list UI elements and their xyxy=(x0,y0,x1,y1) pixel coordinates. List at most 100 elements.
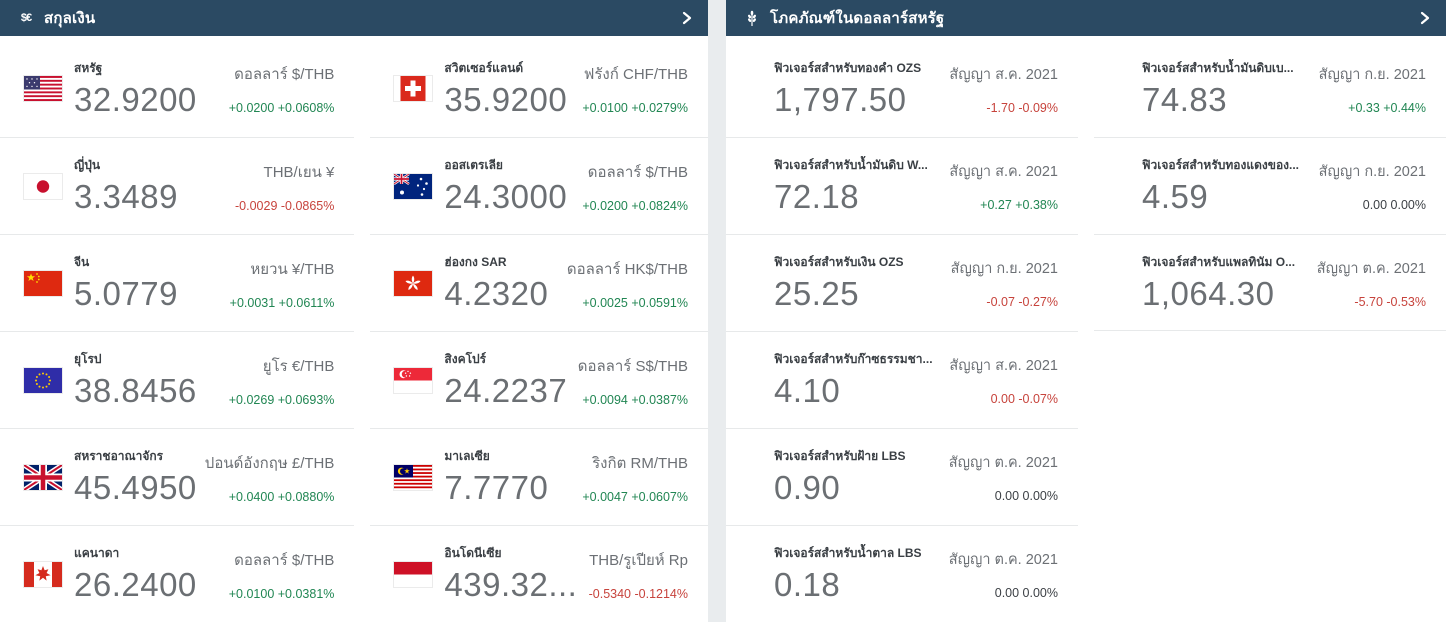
change-value: +0.27 +0.38% xyxy=(980,198,1058,212)
commodity-side: สัญญา ส.ค. 2021 0.00 -0.07% xyxy=(949,354,1058,406)
country-name: ฮ่องกง SAR xyxy=(444,255,507,269)
currency-side: THB/เยน ¥ -0.0029 -0.0865% xyxy=(235,160,334,213)
change-value: +0.0269 +0.0693% xyxy=(228,392,335,407)
commodities-panel: โภคภัณฑ์ในดอลลาร์สหรัฐ ฟิวเจอร์สสำหรับทอ… xyxy=(726,0,1446,622)
currency-main: ญี่ปุ่น 3.3489 xyxy=(74,156,227,216)
contract-label: สัญญา ต.ค. 2021 xyxy=(948,455,1058,471)
currency-main: สวิตเซอร์แลนด์ 35.9200 xyxy=(444,59,574,119)
flag-sg-icon xyxy=(394,367,433,393)
rate-value: 3.3489 xyxy=(74,178,178,215)
rate-value: 38.8456 xyxy=(74,372,197,409)
currencies-panel-title: สกุลเงิน xyxy=(44,10,96,27)
currency-card[interactable]: สหราชอาณาจักร 45.4950 ปอนด์อังกฤษ £/THB … xyxy=(0,428,355,525)
currency-card[interactable]: อินโดนีเซีย 439.32... THB/รูเปียห์ Rp -0… xyxy=(370,525,708,622)
commodity-card[interactable]: ฟิวเจอร์สสำหรับน้ำมันดิบเบ... 74.83 สัญญ… xyxy=(1094,40,1446,137)
currency-main: สิงคโปร์ 24.2237 xyxy=(444,350,569,410)
dollar-euro-icon: $€ xyxy=(20,12,32,24)
currency-card[interactable]: สิงคโปร์ 24.2237 ดอลลาร์ S$/THB +0.0094 … xyxy=(370,331,708,428)
flag-gb-icon xyxy=(24,464,62,490)
country-name: จีน xyxy=(74,255,90,269)
contract-label: สัญญา ส.ค. 2021 xyxy=(949,66,1058,83)
country-name: สหรัฐ xyxy=(74,60,103,75)
change-value: +0.0400 +0.0880% xyxy=(228,489,335,504)
commodity-card[interactable]: ฟิวเจอร์สสำหรับน้ำมันดิบ W... 72.18 สัญญ… xyxy=(726,137,1078,234)
currencies-column-0: สหรัฐ 32.9200 ดอลลาร์ $/THB +0.0200 +0.0… xyxy=(0,40,355,622)
commodities-panel-title: โภคภัณฑ์ในดอลลาร์สหรัฐ xyxy=(770,10,945,27)
commodity-card[interactable]: ฟิวเจอร์สสำหรับเงิน OZS 25.25 สัญญา ก.ย.… xyxy=(726,234,1078,331)
price-value: 1,797.50 xyxy=(774,80,907,118)
currency-pair-label: หยวน ¥/THB xyxy=(250,260,335,278)
currency-side: ดอลลาร์ $/THB +0.0100 +0.0381% xyxy=(229,548,335,601)
change-value: -5.70 -0.53% xyxy=(1354,294,1426,309)
commodity-side: สัญญา ก.ย. 2021 -0.07 -0.27% xyxy=(951,257,1058,309)
currency-card[interactable]: จีน 5.0779 หยวน ¥/THB +0.0031 +0.0611% xyxy=(0,234,355,331)
commodities-panel-header[interactable]: โภคภัณฑ์ในดอลลาร์สหรัฐ xyxy=(726,0,1446,36)
flag-eu-icon xyxy=(24,367,62,393)
commodities-column-1: ฟิวเจอร์สสำหรับน้ำมันดิบเบ... 74.83 สัญญ… xyxy=(1094,40,1446,622)
contract-label: สัญญา ก.ย. 2021 xyxy=(950,261,1058,277)
flag-id-icon xyxy=(394,561,433,587)
commodity-name: ฟิวเจอร์สสำหรับแพลทินัม O... xyxy=(1142,254,1296,269)
currency-main: ยุโรป 38.8456 xyxy=(74,350,221,410)
currencies-panel-header[interactable]: $€ สกุลเงิน xyxy=(0,0,708,36)
change-value: 0.00 -0.07% xyxy=(990,392,1058,406)
currency-card[interactable]: แคนาดา 26.2400 ดอลลาร์ $/THB +0.0100 +0.… xyxy=(0,525,355,622)
flag-hk-icon xyxy=(394,270,433,296)
commodity-card[interactable]: ฟิวเจอร์สสำหรับทองคำ OZS 1,797.50 สัญญา … xyxy=(726,40,1078,137)
commodity-main: ฟิวเจอร์สสำหรับน้ำมันดิบ W... 72.18 xyxy=(774,156,941,216)
flag-jp-icon xyxy=(24,173,62,199)
currencies-panel: $€ สกุลเงิน สหรัฐ 32.9200 ดอลลาร์ $/THB … xyxy=(0,0,708,622)
currencies-panel-body: สหรัฐ 32.9200 ดอลลาร์ $/THB +0.0200 +0.0… xyxy=(0,36,708,622)
currency-card[interactable]: ยุโรป 38.8456 ยูโร €/THB +0.0269 +0.0693… xyxy=(0,331,355,428)
currency-pair-label: ริงกิต RM/THB xyxy=(592,454,688,472)
currency-card[interactable]: มาเลเซีย 7.7770 ริงกิต RM/THB +0.0047 +0… xyxy=(370,428,708,525)
commodity-card[interactable]: ฟิวเจอร์สสำหรับฝ้าย LBS 0.90 สัญญา ต.ค. … xyxy=(726,428,1078,525)
commodity-card[interactable]: ฟิวเจอร์สสำหรับก๊าซธรรมชา... 4.10 สัญญา … xyxy=(726,331,1078,428)
currency-main: อินโดนีเซีย 439.32... xyxy=(444,544,580,604)
change-value: -0.5340 -0.1214% xyxy=(588,586,688,601)
currency-card[interactable]: ญี่ปุ่น 3.3489 THB/เยน ¥ -0.0029 -0.0865… xyxy=(0,137,355,234)
currency-side: ฟรังก์ CHF/THB +0.0100 +0.0279% xyxy=(582,62,688,115)
rate-value: 45.4950 xyxy=(74,469,197,506)
currency-side: THB/รูเปียห์ Rp -0.5340 -0.1214% xyxy=(589,548,688,601)
change-value: 0.00 0.00% xyxy=(994,586,1058,600)
change-value: +0.33 +0.44% xyxy=(1348,100,1426,115)
country-name: สหราชอาณาจักร xyxy=(74,449,164,463)
commodity-side: สัญญา ต.ค. 2021 0.00 0.00% xyxy=(949,548,1058,600)
currency-main: ฮ่องกง SAR 4.2320 xyxy=(444,253,558,313)
currency-pair-label: ปอนด์อังกฤษ £/THB xyxy=(204,454,335,472)
currency-pair-label: ดอลลาร์ S$/THB xyxy=(577,357,688,375)
country-name: แคนาดา xyxy=(74,546,120,560)
price-value: 72.18 xyxy=(774,178,860,215)
contract-label: สัญญา ส.ค. 2021 xyxy=(949,358,1058,374)
currency-pair-label: ดอลลาร์ HK$/THB xyxy=(566,260,688,278)
contract-label: สัญญา ก.ย. 2021 xyxy=(1318,66,1426,83)
currency-side: ดอลลาร์ $/THB +0.0200 +0.0824% xyxy=(582,160,688,213)
currency-card[interactable]: ออสเตรเลีย 24.3000 ดอลลาร์ $/THB +0.0200… xyxy=(370,137,708,234)
currency-card[interactable]: ฮ่องกง SAR 4.2320 ดอลลาร์ HK$/THB +0.002… xyxy=(370,234,708,331)
commodity-name: ฟิวเจอร์สสำหรับเงิน OZS xyxy=(774,255,904,269)
change-value: +0.0025 +0.0591% xyxy=(582,295,688,310)
change-value: -0.07 -0.27% xyxy=(986,295,1058,309)
currency-main: จีน 5.0779 xyxy=(74,253,222,313)
price-value: 0.18 xyxy=(774,566,841,603)
currency-side: ริงกิต RM/THB +0.0047 +0.0607% xyxy=(582,451,688,504)
commodity-main: ฟิวเจอร์สสำหรับทองแดงของ... 4.59 xyxy=(1142,156,1311,216)
commodity-main: ฟิวเจอร์สสำหรับทองคำ OZS 1,797.50 xyxy=(774,59,941,119)
currency-card[interactable]: สหรัฐ 32.9200 ดอลลาร์ $/THB +0.0200 +0.0… xyxy=(0,40,355,137)
commodity-main: ฟิวเจอร์สสำหรับแพลทินัม O... 1,064.30 xyxy=(1142,253,1309,313)
rate-value: 35.9200 xyxy=(444,80,568,118)
commodity-card[interactable]: ฟิวเจอร์สสำหรับแพลทินัม O... 1,064.30 สั… xyxy=(1094,234,1446,331)
commodity-main: ฟิวเจอร์สสำหรับเงิน OZS 25.25 xyxy=(774,253,943,313)
flag-au-icon xyxy=(394,173,433,199)
currency-main: สหราชอาณาจักร 45.4950 xyxy=(74,447,197,507)
rate-value: 4.2320 xyxy=(444,275,549,312)
currency-card[interactable]: สวิตเซอร์แลนด์ 35.9200 ฟรังก์ CHF/THB +0… xyxy=(370,40,708,137)
price-value: 0.90 xyxy=(774,469,841,506)
price-value: 74.83 xyxy=(1142,80,1228,118)
change-value: 0.00 0.00% xyxy=(1362,198,1426,212)
commodity-card[interactable]: ฟิวเจอร์สสำหรับน้ำตาล LBS 0.18 สัญญา ต.ค… xyxy=(726,525,1078,622)
currency-side: ปอนด์อังกฤษ £/THB +0.0400 +0.0880% xyxy=(205,451,335,504)
commodity-card[interactable]: ฟิวเจอร์สสำหรับทองแดงของ... 4.59 สัญญา ก… xyxy=(1094,137,1446,234)
commodity-name: ฟิวเจอร์สสำหรับก๊าซธรรมชา... xyxy=(774,352,933,366)
